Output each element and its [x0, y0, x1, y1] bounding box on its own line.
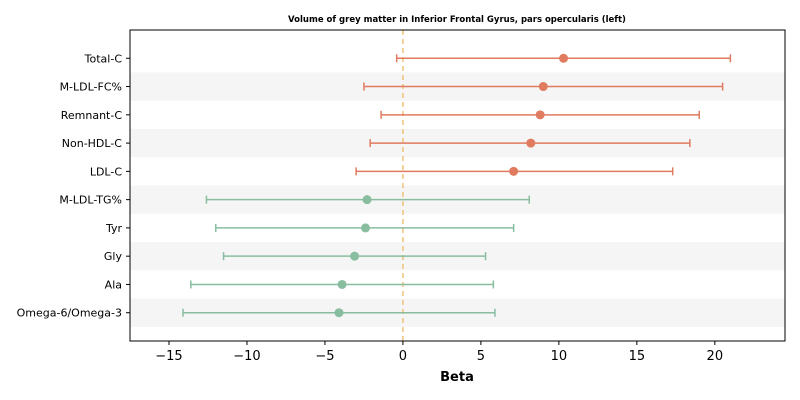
- plot-frame: [129, 29, 786, 342]
- estimate-row: [190, 279, 495, 289]
- estimate-row: [222, 251, 487, 261]
- estimate-row: [395, 53, 732, 63]
- row-label: Tyr: [105, 222, 123, 235]
- chart-title: Volume of grey matter in Inferior Fronta…: [288, 15, 626, 25]
- beta-point: [559, 53, 569, 63]
- beta-point: [360, 223, 370, 233]
- estimate-row: [380, 110, 700, 120]
- estimate-rows: [182, 53, 732, 318]
- beta-point: [535, 110, 545, 120]
- row-label: Omega-6/Omega-3: [17, 307, 122, 320]
- row-label: M-LDL-FC%: [60, 81, 122, 94]
- beta-point: [509, 166, 519, 176]
- x-tick-label: −15: [155, 349, 182, 364]
- beta-point: [526, 138, 536, 148]
- beta-point: [350, 251, 360, 261]
- row-label: Non-HDL-C: [62, 137, 123, 150]
- x-tick-label: −5: [315, 349, 334, 364]
- beta-point: [538, 82, 548, 92]
- x-tick-label: 15: [629, 349, 646, 364]
- row-label: Remnant-C: [61, 109, 123, 122]
- row-label: M-LDL-TG%: [59, 194, 122, 207]
- row-label: Total-C: [84, 52, 123, 65]
- beta-point: [362, 195, 372, 205]
- x-tick-label: 10: [551, 349, 568, 364]
- estimate-row: [369, 138, 691, 148]
- x-axis-label: Beta: [440, 370, 474, 385]
- beta-point: [334, 308, 344, 318]
- estimate-row: [363, 82, 724, 92]
- x-axis: −15 −10 −5 0 5 10 15 20: [155, 341, 723, 364]
- row-labels: Total-C M-LDL-FC% Remnant-C Non-HDL-C LDL-C M…: [17, 52, 130, 320]
- x-tick-label: 0: [399, 349, 407, 364]
- estimate-row: [182, 308, 496, 318]
- x-tick-label: 5: [477, 349, 485, 364]
- x-tick-label: 20: [707, 349, 724, 364]
- beta-point: [337, 279, 347, 289]
- estimate-row: [215, 223, 515, 233]
- row-label: LDL-C: [90, 165, 123, 178]
- estimate-row: [355, 166, 674, 176]
- x-tick-label: −10: [233, 349, 260, 364]
- estimate-row: [205, 195, 530, 205]
- row-label: Ala: [105, 278, 122, 291]
- row-label: Gly: [104, 250, 123, 263]
